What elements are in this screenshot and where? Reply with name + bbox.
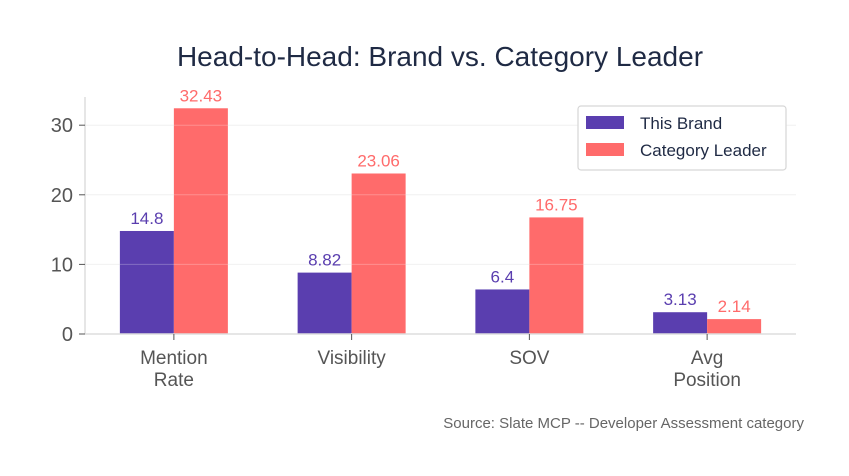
legend: This Brand Category Leader xyxy=(577,105,787,171)
data-label: 14.8 xyxy=(130,209,163,228)
data-label: 16.75 xyxy=(535,195,578,214)
x-tick-label: Rate xyxy=(154,370,194,391)
y-tick-label: 0 xyxy=(62,324,73,346)
y-tick-label: 30 xyxy=(51,115,73,137)
data-label: 32.43 xyxy=(180,86,223,105)
data-label: 6.4 xyxy=(491,267,515,286)
bar-this-brand xyxy=(297,272,352,334)
x-tick-label: Position xyxy=(673,370,741,391)
bar-this-brand xyxy=(475,289,530,334)
source-note: Source: Slate MCP -- Developer Assessmen… xyxy=(443,415,804,432)
legend-box xyxy=(577,105,787,171)
bar-category-leader xyxy=(173,108,228,334)
legend-swatch-category-leader xyxy=(586,143,624,156)
data-label: 2.14 xyxy=(718,297,751,316)
x-tick-label: SOV xyxy=(509,348,549,369)
data-label: 3.13 xyxy=(664,290,697,309)
bar-category-leader xyxy=(351,173,406,334)
bar-this-brand xyxy=(653,312,708,334)
data-labels: 14.8 32.43 8.82 23.06 6.4 16.75 3.13 2.14 xyxy=(130,86,750,316)
y-tick-label: 20 xyxy=(51,185,73,207)
bar-this-brand xyxy=(119,230,174,334)
x-tick-label: Mention xyxy=(140,348,208,369)
bar-category-leader xyxy=(529,217,584,334)
legend-label-this-brand: This Brand xyxy=(640,114,722,133)
data-label: 8.82 xyxy=(308,251,341,270)
chart-title: Head-to-Head: Brand vs. Category Leader xyxy=(177,41,703,72)
x-tick-label: Avg xyxy=(691,348,723,369)
bars xyxy=(119,108,762,334)
legend-swatch-this-brand xyxy=(586,116,624,129)
legend-label-category-leader: Category Leader xyxy=(640,141,767,160)
x-tick-label: Visibility xyxy=(317,348,386,369)
y-tick-label: 10 xyxy=(51,254,73,276)
data-label: 23.06 xyxy=(357,151,400,170)
bar-category-leader xyxy=(707,319,762,334)
